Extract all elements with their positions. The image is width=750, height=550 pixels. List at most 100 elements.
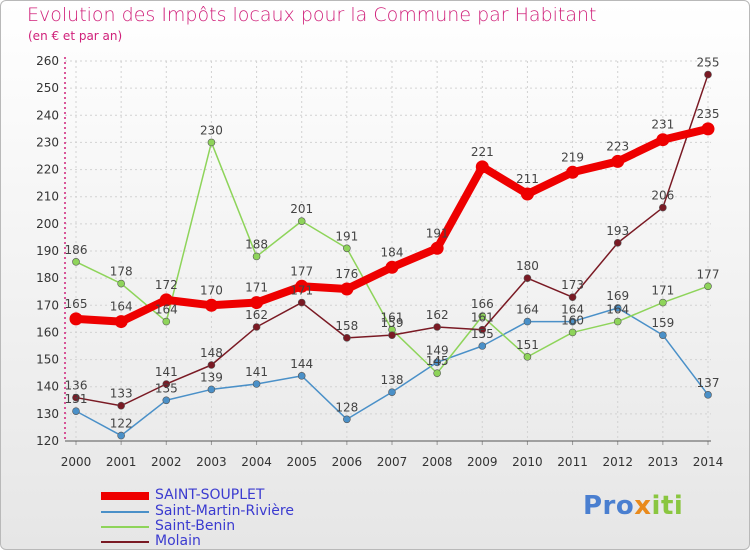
data-point-saint-souplet (69, 312, 83, 326)
data-label-saint-martin: 138 (381, 373, 404, 387)
data-label-saint-souplet: 177 (290, 264, 313, 278)
data-point-saint-benin (478, 312, 487, 320)
y-tick-label: 220 (36, 163, 59, 177)
data-label-saint-souplet: 176 (335, 267, 358, 281)
data-label-molain: 161 (471, 311, 494, 325)
data-point-molain (433, 323, 441, 331)
data-point-saint-martin (613, 304, 622, 312)
data-point-molain (343, 334, 351, 342)
data-point-molain (704, 70, 712, 79)
data-label-saint-martin: 135 (155, 381, 178, 395)
data-point-saint-benin (343, 244, 351, 253)
data-point-saint-martin (162, 396, 171, 405)
data-point-saint-souplet (656, 133, 670, 147)
data-label-saint-souplet: 221 (471, 145, 494, 159)
x-tick-label: 2000 (61, 455, 92, 469)
legend-item-saint-souplet: SAINT-SOUPLET (101, 487, 341, 504)
y-tick-label: 190 (36, 244, 59, 258)
data-label-saint-martin: 137 (697, 376, 720, 390)
data-label-molain: 136 (65, 379, 88, 393)
data-point-saint-martin (117, 431, 125, 440)
data-point-saint-souplet (611, 154, 625, 168)
data-point-saint-martin (659, 331, 667, 339)
data-point-saint-benin (659, 298, 667, 307)
x-tick-label: 2001 (106, 455, 137, 469)
data-label-saint-benin: 161 (381, 311, 404, 325)
data-point-saint-martin (343, 415, 351, 424)
y-tick-label: 180 (36, 271, 59, 285)
data-label-saint-benin: 145 (426, 354, 449, 368)
data-label-saint-martin: 164 (561, 303, 584, 317)
data-label-molain: 255 (697, 56, 720, 70)
data-point-saint-souplet (475, 160, 489, 174)
data-label-saint-benin: 191 (335, 229, 358, 243)
data-point-saint-martin (72, 407, 80, 415)
data-label-saint-benin: 166 (471, 297, 494, 311)
data-label-molain: 159 (381, 316, 404, 330)
data-label-saint-benin: 201 (290, 202, 313, 216)
y-tick-label: 230 (36, 135, 59, 149)
data-label-molain: 171 (290, 284, 313, 298)
x-tick-label: 2003 (196, 455, 227, 469)
proxiti-logo: Proxiti (583, 491, 684, 521)
data-label-molain: 162 (245, 308, 268, 322)
data-point-saint-martin (478, 342, 487, 350)
data-label-molain: 148 (200, 346, 223, 360)
data-point-saint-benin (162, 317, 171, 326)
data-label-molain: 193 (606, 224, 629, 238)
data-point-molain (568, 293, 577, 301)
data-point-saint-benin (207, 138, 216, 147)
data-label-saint-souplet: 184 (381, 245, 404, 259)
y-tick-label: 240 (36, 108, 59, 122)
data-point-saint-souplet (566, 165, 580, 179)
data-point-saint-benin (433, 369, 441, 377)
legend-swatch-molain (101, 541, 149, 543)
legend-label-molain: Molain (155, 533, 201, 549)
data-label-saint-souplet: 165 (65, 297, 88, 311)
data-label-saint-benin: 164 (155, 303, 178, 317)
data-label-molain: 162 (426, 308, 449, 322)
data-point-saint-benin (568, 328, 577, 337)
data-point-saint-souplet (295, 279, 309, 293)
data-label-saint-benin: 177 (697, 267, 720, 281)
data-label-molain: 173 (561, 278, 584, 292)
data-point-molain (478, 325, 487, 334)
data-label-saint-benin: 186 (65, 243, 88, 257)
data-point-saint-martin (388, 388, 396, 396)
data-label-saint-souplet: 223 (606, 139, 629, 153)
data-point-molain (72, 393, 80, 402)
data-point-molain (252, 323, 261, 331)
x-tick-label: 2006 (332, 455, 363, 469)
data-label-molain: 133 (110, 387, 133, 401)
data-label-saint-souplet: 191 (426, 226, 449, 240)
data-label-molain: 158 (335, 319, 358, 333)
data-label-saint-souplet: 211 (516, 172, 539, 186)
data-point-saint-souplet (159, 293, 173, 307)
data-label-saint-martin: 164 (516, 303, 539, 317)
data-label-molain: 180 (516, 259, 539, 273)
data-point-saint-souplet (520, 187, 534, 201)
data-label-saint-martin: 144 (290, 357, 313, 371)
data-point-molain (297, 298, 306, 307)
y-tick-label: 170 (36, 298, 59, 312)
data-point-saint-benin (297, 217, 306, 225)
data-point-saint-martin (568, 317, 577, 326)
data-point-saint-benin (613, 317, 622, 326)
data-label-saint-benin: 164 (606, 303, 629, 317)
data-label-saint-souplet: 231 (651, 118, 674, 132)
data-label-saint-benin: 188 (245, 237, 268, 251)
y-tick-label: 200 (36, 217, 59, 231)
y-tick-label: 160 (36, 325, 59, 339)
data-point-molain (207, 361, 216, 369)
legend-item-saint-martin: Saint-Martin-Rivière (101, 503, 341, 520)
data-point-saint-benin (252, 252, 261, 261)
data-point-saint-martin (704, 391, 712, 399)
data-label-saint-martin: 155 (471, 327, 494, 341)
y-tick-label: 120 (36, 434, 59, 448)
data-point-molain (388, 331, 396, 339)
data-label-saint-benin: 178 (110, 265, 133, 279)
y-tick-label: 140 (36, 380, 59, 394)
data-label-saint-martin: 149 (426, 343, 449, 357)
